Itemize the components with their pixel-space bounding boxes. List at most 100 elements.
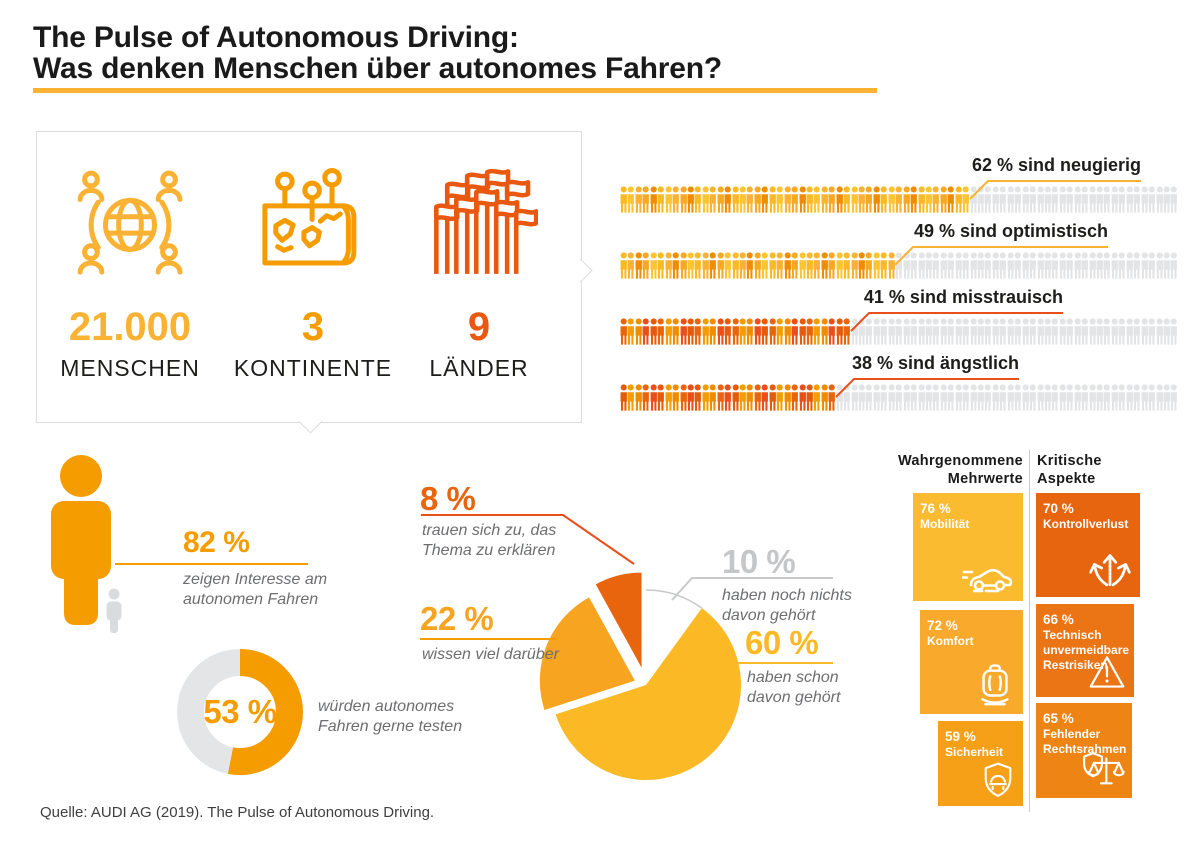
stat-menschen: 21.000 MENSCHEN (47, 165, 213, 382)
tile-label: Fehlender Rechtsrahmen (1043, 727, 1127, 757)
person-icon (761, 318, 768, 345)
person-icon (680, 186, 687, 213)
person-icon (1014, 318, 1021, 345)
person-icon (1089, 384, 1096, 411)
person-icon (806, 252, 813, 279)
knowledge-pie-chart (539, 572, 741, 780)
person-icon (739, 384, 746, 411)
person-icon (977, 186, 984, 213)
person-icon (732, 252, 739, 279)
row-label-misstrauisch: 41 % sind misstrauisch (863, 287, 1063, 307)
person-icon (627, 252, 634, 279)
person-icon (813, 252, 820, 279)
person-icon (642, 252, 649, 279)
person-icon (836, 384, 843, 411)
person-icon (1170, 186, 1177, 213)
person-icon (754, 318, 761, 345)
row-label-aengstlich: 38 % sind ängstlich (851, 353, 1019, 373)
person-icon (873, 384, 880, 411)
pie-caption-wissen: wissen viel darüber (422, 646, 559, 663)
person-icon (992, 318, 999, 345)
person-icon (754, 384, 761, 411)
person-icon (709, 252, 716, 279)
person-icon (1081, 252, 1088, 279)
person-icon (880, 186, 887, 213)
person-icon (806, 384, 813, 411)
tile-pct: 76 % (920, 501, 951, 516)
person-icon (687, 318, 694, 345)
person-icon (1118, 318, 1125, 345)
person-icon (1074, 252, 1081, 279)
person-icon (918, 318, 925, 345)
person-icon (984, 384, 991, 411)
person-icon (702, 186, 709, 213)
person-icon (1126, 318, 1133, 345)
person-icon (918, 186, 925, 213)
tile-pct: 72 % (927, 618, 958, 633)
person-icon (739, 318, 746, 345)
stat-value-kontinente: 3 (301, 305, 325, 349)
person-icon (657, 186, 664, 213)
person-icon (1074, 384, 1081, 411)
tile-sicherheit: 59 % Sicherheit (938, 721, 1023, 806)
panel-title-mehrwerte-line2: Mehrwerte (947, 471, 1023, 487)
person-icon (702, 384, 709, 411)
person-icon (1163, 318, 1170, 345)
person-icon (1111, 384, 1118, 411)
person-icon (932, 384, 939, 411)
person-icon (680, 318, 687, 345)
stat-label-menschen: MENSCHEN (60, 355, 200, 381)
person-icon (776, 252, 783, 279)
person-icon (1007, 318, 1014, 345)
person-icon (1103, 318, 1110, 345)
pictogram-row-optimistisch (620, 252, 1178, 279)
person-icon (1066, 318, 1073, 345)
pie-slice (646, 590, 702, 685)
donut-caption: würden autonomes Fahren gerne testen (318, 698, 463, 735)
person-icon (1096, 318, 1103, 345)
person-icon (724, 318, 731, 345)
person-icon (1051, 384, 1058, 411)
person-icon (955, 186, 962, 213)
person-icon (732, 318, 739, 345)
pictogram-row-neugierig (620, 186, 1178, 213)
person-icon (925, 252, 932, 279)
person-icon (813, 384, 820, 411)
person-icon (1170, 252, 1177, 279)
person-icon (888, 384, 895, 411)
person-icon (984, 186, 991, 213)
person-icon (1059, 384, 1066, 411)
person-icon (1096, 252, 1103, 279)
person-icon (970, 186, 977, 213)
person-icon (761, 384, 768, 411)
person-icon (769, 318, 776, 345)
pictogram-row-misstrauisch (620, 318, 1178, 345)
pie-pct-schon-gehoert: 60 % (745, 624, 819, 661)
person-icon (1156, 252, 1163, 279)
person-icon (776, 318, 783, 345)
source-line: Quelle: AUDI AG (2019). The Pulse of Aut… (40, 804, 435, 821)
panel-title-kritische-line2: Aspekte (1037, 471, 1096, 487)
person-icon (836, 318, 843, 345)
row-label-neugierig: 62 % sind neugierig (971, 155, 1141, 175)
person-icon (1074, 186, 1081, 213)
person-icon (962, 318, 969, 345)
person-icon (620, 384, 627, 411)
person-icon (657, 384, 664, 411)
person-icon (694, 318, 701, 345)
pie-slice (555, 608, 741, 780)
person-icon (672, 252, 679, 279)
person-icon (940, 318, 947, 345)
person-icon (873, 318, 880, 345)
person-icon (821, 384, 828, 411)
person-icon (1111, 186, 1118, 213)
person-icon (769, 384, 776, 411)
person-icon (680, 384, 687, 411)
person-icon (940, 384, 947, 411)
person-icon (1148, 384, 1155, 411)
person-icon (1029, 318, 1036, 345)
person-icon (627, 186, 634, 213)
person-icon (1141, 384, 1148, 411)
warning-triangle-icon (1087, 654, 1127, 690)
person-icon (709, 186, 716, 213)
